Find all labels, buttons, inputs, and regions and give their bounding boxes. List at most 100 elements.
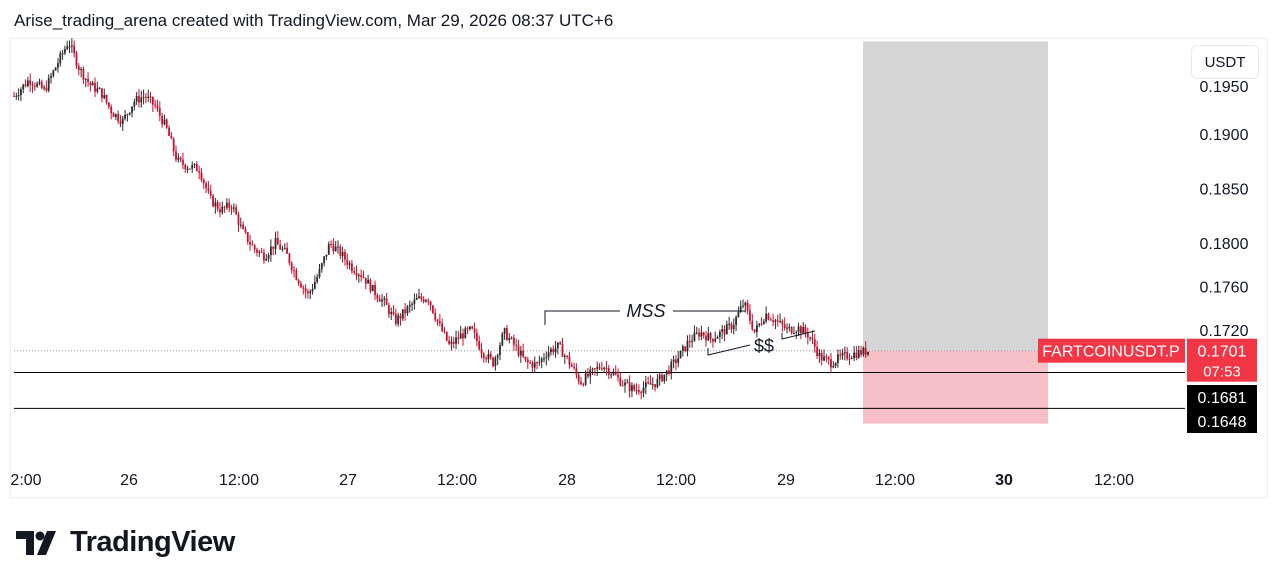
- candle-body: [385, 298, 388, 305]
- candle-body: [702, 332, 705, 336]
- candle: [462, 328, 464, 346]
- candle: [788, 323, 791, 332]
- candle: [45, 80, 48, 93]
- candle-body: [580, 381, 582, 385]
- candle: [73, 40, 76, 58]
- candle-body: [82, 68, 85, 80]
- candle-body: [212, 195, 214, 207]
- candle: [374, 280, 376, 300]
- candle-body: [730, 323, 733, 330]
- candle: [188, 168, 191, 170]
- x-tick-label: 27: [339, 472, 357, 489]
- candle-body: [848, 358, 851, 360]
- candle-body: [182, 159, 184, 165]
- candle: [867, 351, 869, 357]
- candle: [633, 383, 636, 392]
- candle-body: [151, 96, 154, 105]
- x-tick-label: 29: [777, 472, 795, 489]
- candle-body: [714, 338, 717, 342]
- candle: [117, 110, 120, 125]
- candle: [381, 294, 383, 307]
- candle-body: [594, 368, 596, 370]
- candle-body: [163, 119, 166, 125]
- candle-body: [390, 311, 393, 315]
- candle: [325, 254, 328, 260]
- candle-body: [302, 287, 305, 289]
- candle-body: [36, 83, 39, 87]
- candle-body: [332, 244, 335, 252]
- candle-body: [677, 358, 680, 363]
- candle-body: [374, 284, 376, 296]
- candle: [658, 372, 661, 386]
- candle-body: [809, 337, 812, 339]
- candle: [661, 373, 663, 383]
- candle: [165, 118, 168, 130]
- candle-body: [619, 377, 622, 386]
- candle: [323, 256, 326, 267]
- candle: [105, 94, 108, 105]
- candle-body: [839, 354, 842, 356]
- candle-body: [517, 345, 520, 356]
- candle-body: [543, 358, 545, 360]
- candle: [605, 360, 608, 376]
- candle-body: [59, 53, 62, 64]
- candle: [644, 375, 647, 395]
- candle: [114, 113, 117, 121]
- candle-body: [223, 206, 226, 208]
- last-price-badge: [1187, 338, 1257, 382]
- candle-body: [61, 53, 64, 55]
- candle: [464, 326, 467, 339]
- candle-body: [260, 251, 263, 253]
- candle-body: [98, 88, 101, 90]
- candle-body: [179, 157, 182, 160]
- candle: [524, 356, 527, 363]
- candle: [228, 198, 231, 213]
- candle-body: [614, 372, 617, 375]
- candle: [802, 321, 805, 334]
- candle: [642, 381, 645, 398]
- currency-selector[interactable]: USDT: [1191, 45, 1259, 79]
- candle-body: [540, 358, 543, 362]
- candle-body: [381, 299, 383, 302]
- candle: [311, 283, 314, 295]
- candle: [517, 339, 520, 358]
- candle-body: [119, 120, 122, 124]
- candle-body: [718, 331, 721, 337]
- candle: [17, 88, 20, 101]
- candle-body: [533, 362, 536, 368]
- candle-body: [818, 352, 821, 356]
- candle: [195, 161, 198, 172]
- candle: [818, 348, 821, 363]
- level-badge-1: [1187, 409, 1257, 433]
- candle-body: [362, 276, 365, 278]
- candle-body: [207, 188, 210, 191]
- candle-body: [309, 291, 312, 294]
- candle-body: [339, 246, 342, 256]
- candle-body: [827, 357, 830, 360]
- candle: [267, 252, 270, 263]
- candle-body: [186, 168, 189, 170]
- candle: [566, 355, 569, 359]
- candle: [128, 112, 131, 116]
- candle: [732, 318, 735, 335]
- candle-body: [401, 309, 404, 319]
- candle: [186, 165, 189, 174]
- candle: [508, 333, 511, 344]
- candle: [288, 252, 291, 266]
- candle-body: [415, 298, 418, 300]
- candle: [158, 101, 161, 122]
- candle: [513, 334, 515, 351]
- candle: [170, 132, 173, 139]
- candle: [415, 293, 418, 301]
- candle-body: [45, 87, 48, 91]
- level-badge-label: 0.1681: [1198, 390, 1247, 407]
- candle-body: [371, 284, 374, 292]
- candle-body: [751, 320, 754, 330]
- candle-body: [695, 332, 698, 334]
- candle: [552, 345, 555, 356]
- candle: [87, 72, 89, 87]
- candle: [50, 72, 52, 84]
- candle: [75, 50, 78, 69]
- tradingview-logo[interactable]: TradingView: [16, 526, 235, 559]
